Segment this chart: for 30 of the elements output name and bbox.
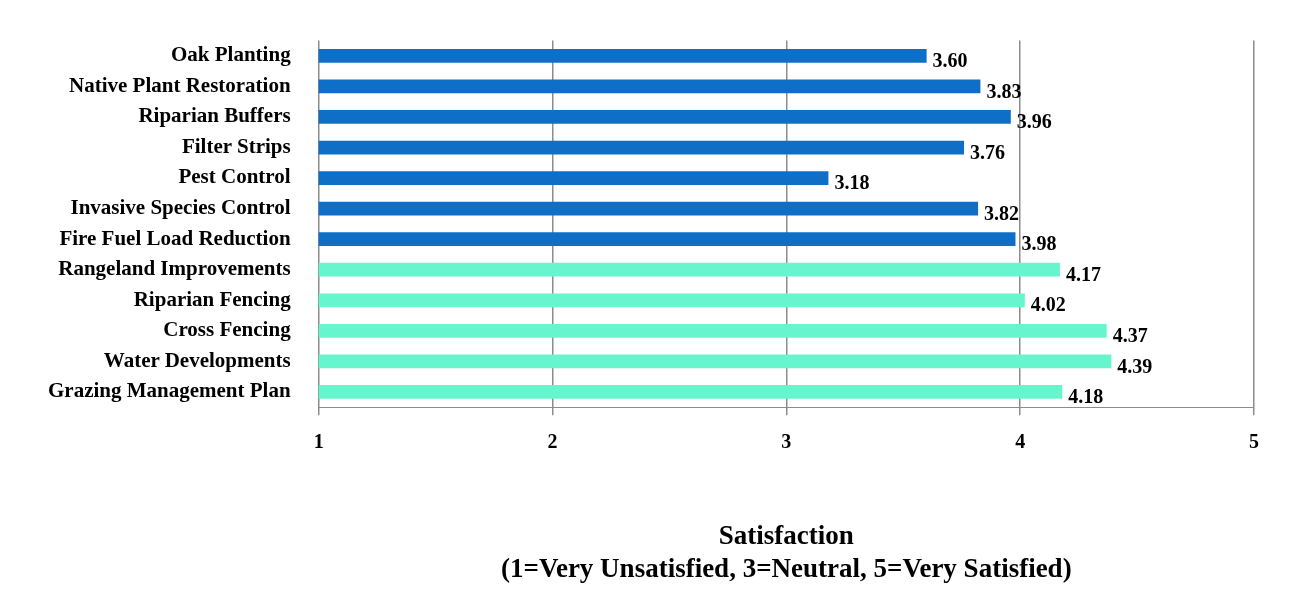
y-tick-label: Water Developments: [103, 347, 291, 372]
data-label: 3.98: [1021, 232, 1057, 255]
y-tick-label: Fire Fuel Load Reduction: [59, 225, 291, 250]
y-tick-label: Native Plant Restoration: [69, 72, 291, 97]
data-label: 3.76: [970, 140, 1006, 163]
data-label: 4.39: [1117, 354, 1153, 377]
x-tick-label: 5: [1249, 430, 1259, 453]
data-label: 3.82: [984, 201, 1020, 224]
y-tick-label: Pest Control: [178, 164, 291, 189]
y-tick-label: Filter Strips: [181, 133, 291, 158]
x-axis-title: Satisfaction (1=Very Unsatisfied, 3=Neutral, 5=Very Satisfied): [501, 520, 1072, 583]
data-label: 3.96: [1016, 110, 1052, 133]
y-tick-label: Cross Fencing: [163, 317, 292, 342]
data-label: 3.83: [986, 79, 1022, 102]
y-tick-label: Oak Planting: [171, 42, 292, 67]
y-tick-label: Rangeland Improvements: [58, 256, 291, 281]
data-label: 4.37: [1112, 324, 1148, 346]
data-label: 3.18: [834, 171, 870, 194]
y-tick-label: Riparian Buffers: [138, 103, 291, 128]
y-tick-label: Riparian Fencing: [133, 286, 292, 311]
x-tick-label: 3: [781, 430, 792, 453]
data-label: 4.18: [1068, 385, 1104, 408]
y-tick-label: Invasive Species Control: [70, 195, 291, 220]
y-tick-label: Grazing Management Plan: [48, 378, 291, 403]
x-tick-label: 2: [547, 430, 558, 453]
x-tick-label: 1: [313, 430, 324, 453]
data-label: 4.02: [1030, 293, 1066, 316]
data-label: 4.17: [1065, 262, 1101, 285]
x-tick-label: 4: [1015, 430, 1026, 453]
data-label: 3.60: [932, 49, 968, 72]
